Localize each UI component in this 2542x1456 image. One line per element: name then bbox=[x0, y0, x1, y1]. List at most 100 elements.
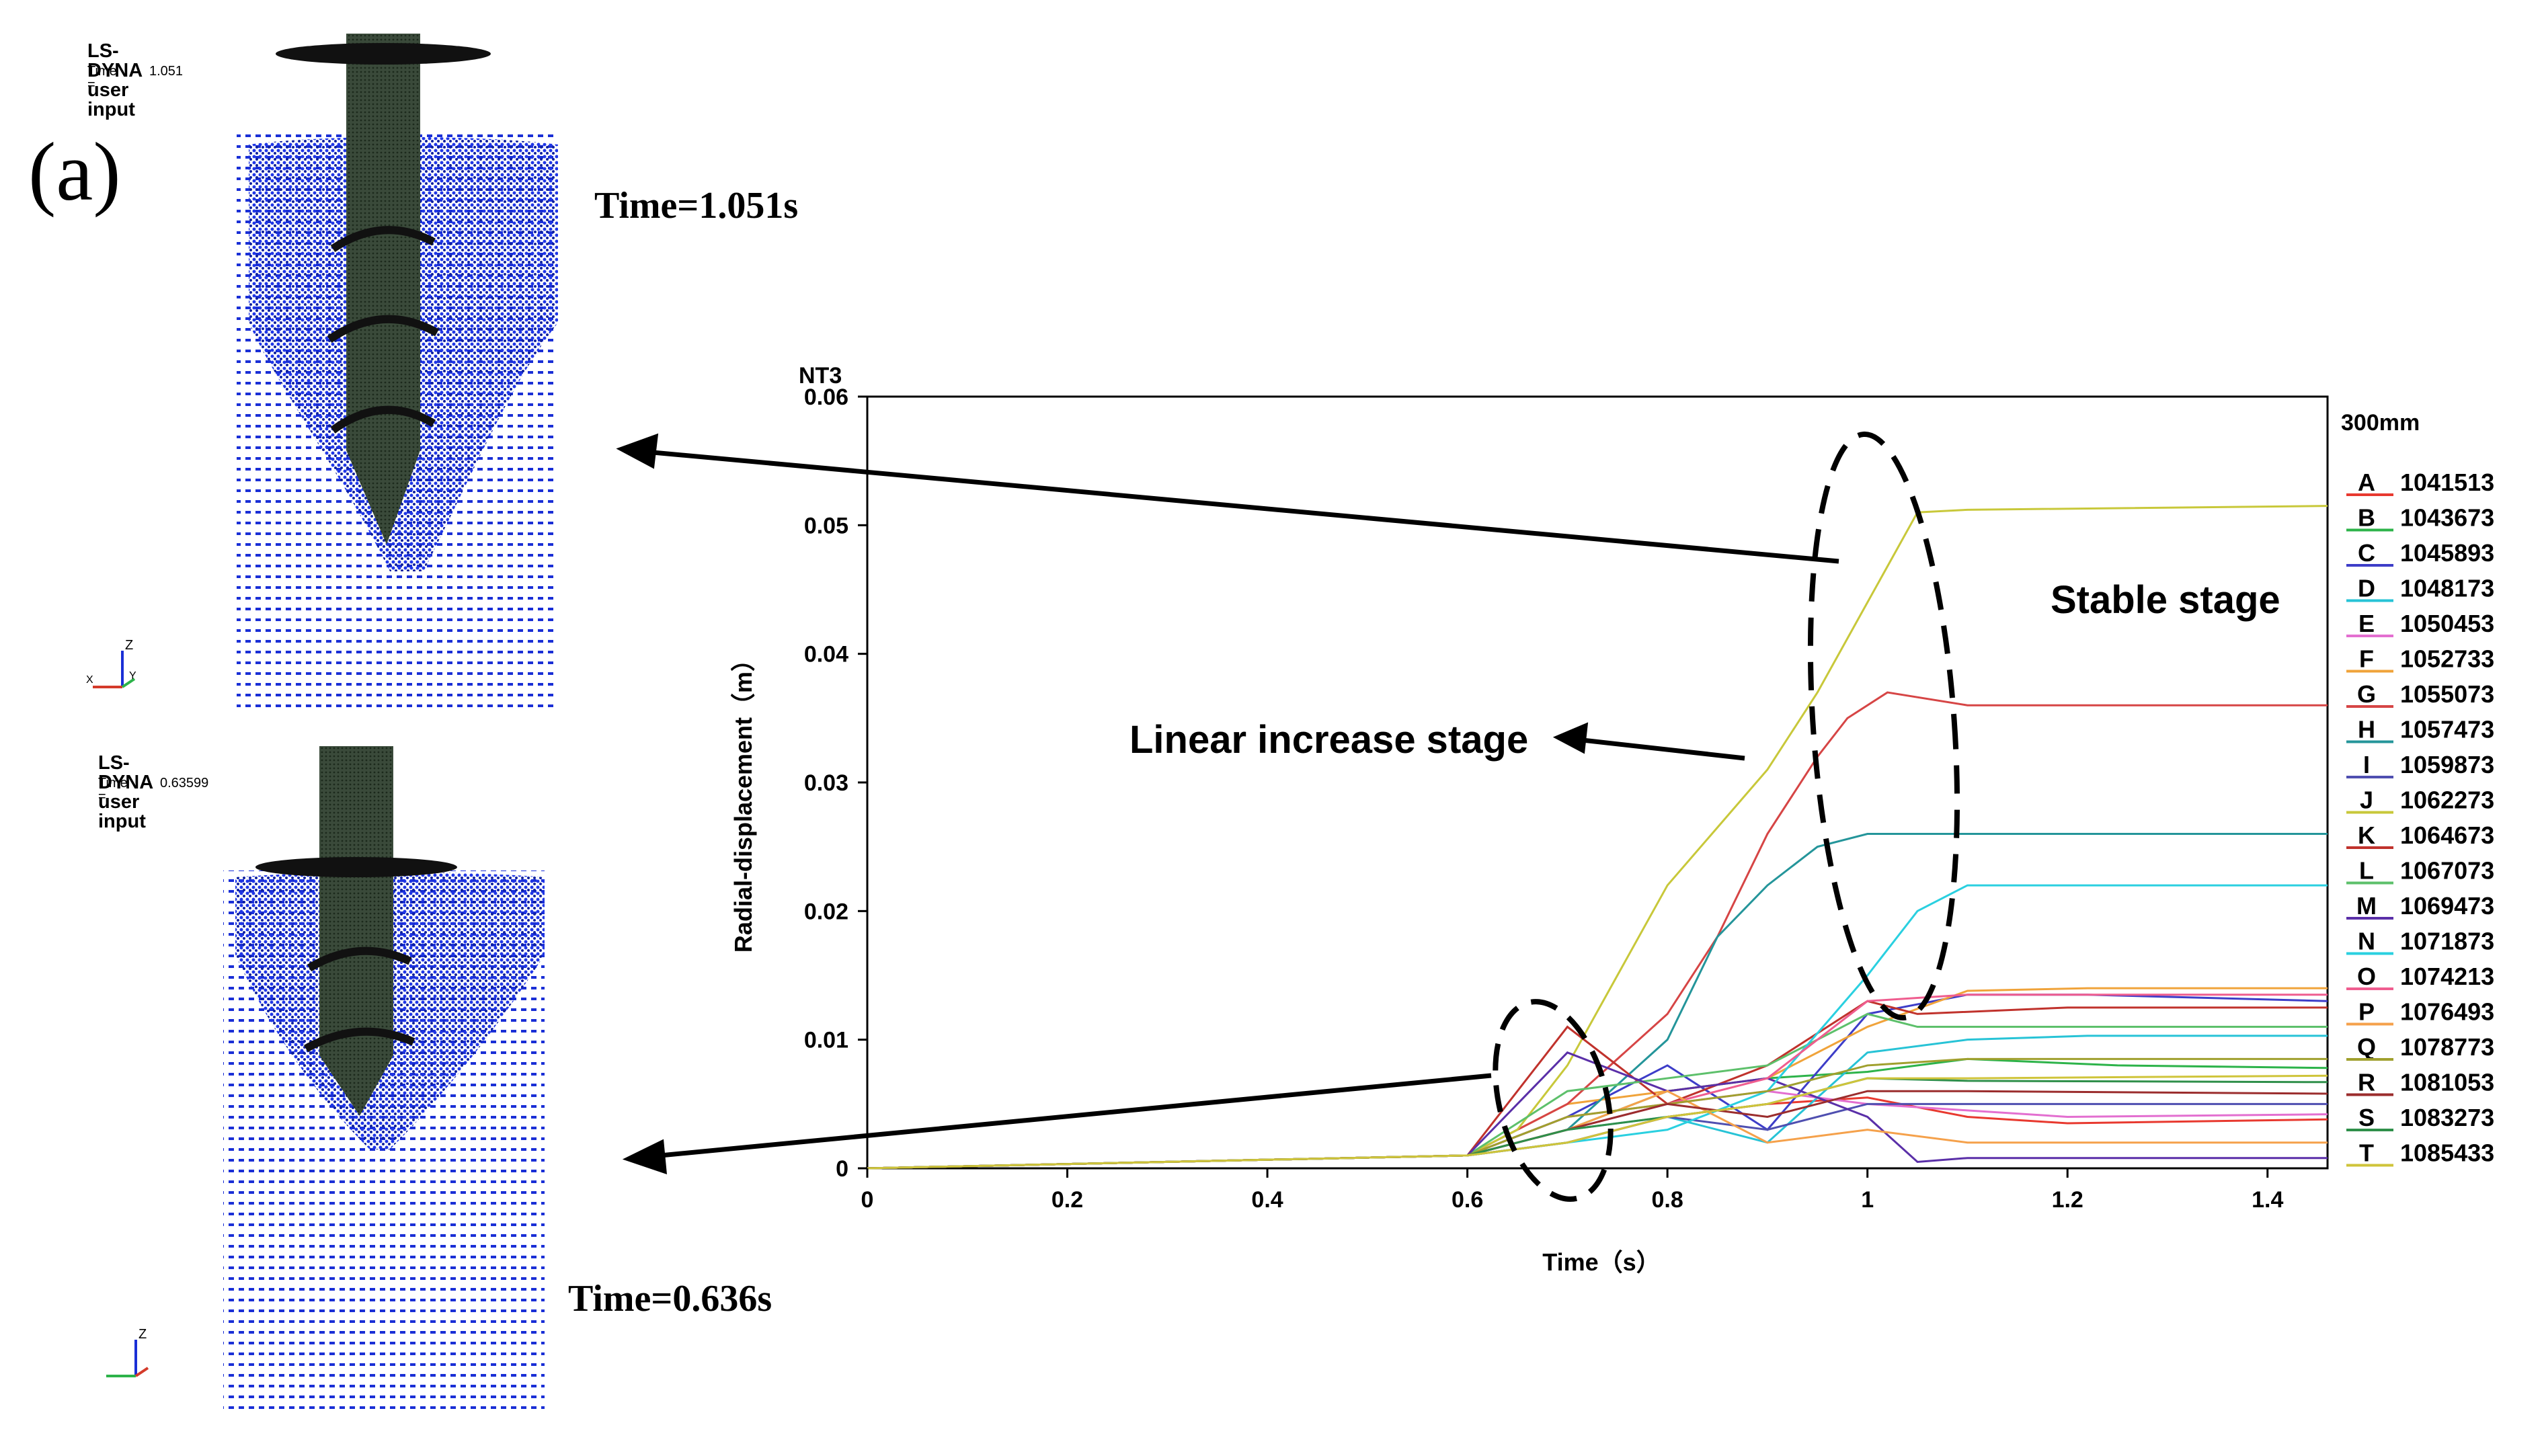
x-tick-label: 0.8 bbox=[1652, 1187, 1683, 1213]
legend-letter: N bbox=[2358, 928, 2375, 955]
legend-id: 1069473 bbox=[2400, 892, 2494, 920]
chart-frame bbox=[866, 395, 2329, 1170]
y-tick-label: 0.03 bbox=[804, 770, 848, 796]
legend-id: 1050453 bbox=[2400, 610, 2494, 637]
x-tick-label: 1.2 bbox=[2052, 1187, 2083, 1213]
legend-id: 1064673 bbox=[2400, 821, 2494, 849]
chart-legend: A 1041513 B 1043673 C 1045893 D 1048173 E 1050453… bbox=[2346, 469, 2494, 1167]
y-tick-label: 0.05 bbox=[804, 513, 848, 538]
legend-letter: F bbox=[2359, 645, 2374, 673]
transition-ellipse bbox=[1493, 999, 1614, 1202]
svg-text:X: X bbox=[86, 674, 93, 686]
x-tick-label: 0.6 bbox=[1452, 1187, 1483, 1213]
stable-stage-label: Stable stage bbox=[2051, 578, 2280, 622]
svg-text:Z: Z bbox=[125, 639, 133, 653]
chart-ticks: 0 0.01 0.02 0.03 0.04 0.05 0.06 0 0.2 0.4 0.6 0.8 1 1… bbox=[804, 385, 2284, 1213]
legend-id: 1078773 bbox=[2400, 1033, 2494, 1061]
legend-id: 1067073 bbox=[2400, 857, 2494, 885]
x-tick-label: 1 bbox=[1861, 1187, 1874, 1213]
axes-triad-icon: Z bbox=[106, 1328, 149, 1377]
helix-blades bbox=[327, 226, 439, 434]
x-tick-label: 1.4 bbox=[2252, 1187, 2283, 1213]
legend-letter: O bbox=[2357, 963, 2376, 990]
pile-shaft bbox=[346, 34, 420, 450]
legend-id: 1043673 bbox=[2400, 504, 2494, 532]
legend-id: 1045893 bbox=[2400, 539, 2494, 567]
panel-label: (a) bbox=[28, 126, 121, 218]
time-caption-bottom: Time=0.636s bbox=[568, 1278, 772, 1320]
stable-stage-ellipse bbox=[1807, 431, 1960, 1021]
pile-tip bbox=[319, 1055, 393, 1116]
sim-time-value: 0.63599 bbox=[160, 776, 209, 791]
sim-time-label: Time = bbox=[98, 776, 128, 804]
y-tick-label: 0.06 bbox=[804, 385, 848, 410]
pile-tip bbox=[346, 450, 420, 544]
sim-title: LS-DYNA user input bbox=[98, 752, 153, 832]
svg-text:Y: Y bbox=[129, 670, 136, 682]
legend-letter: J bbox=[2360, 786, 2373, 814]
plot-area bbox=[866, 395, 2329, 1170]
legend-id: 1055073 bbox=[2400, 680, 2494, 708]
simulation-render-top bbox=[237, 34, 558, 713]
legend-id: 1083273 bbox=[2400, 1104, 2494, 1131]
legend-letter: P bbox=[2358, 998, 2375, 1026]
series-line-G bbox=[867, 691, 2328, 1170]
legend-letter: K bbox=[2358, 821, 2375, 849]
legend-letter: R bbox=[2358, 1069, 2375, 1096]
chart-series bbox=[867, 505, 2328, 1170]
y-axis-label: Radial-displacement（m） bbox=[729, 647, 757, 953]
legend-letter: B bbox=[2358, 504, 2375, 532]
y-tick-label: 0.02 bbox=[804, 899, 848, 924]
legend-letter: L bbox=[2359, 857, 2374, 885]
x-tick-label: 0.4 bbox=[1251, 1187, 1283, 1213]
legend-letter: E bbox=[2358, 610, 2375, 637]
svg-text:Z: Z bbox=[138, 1328, 147, 1342]
legend-letter: T bbox=[2359, 1139, 2374, 1167]
pile-shaft bbox=[319, 746, 393, 1055]
simulation-render-bottom bbox=[223, 746, 545, 1415]
y-tick-label: 0 bbox=[836, 1156, 848, 1182]
legend-id: 1074213 bbox=[2400, 963, 2494, 990]
legend-letter: H bbox=[2358, 716, 2375, 743]
x-axis-label: Time（s） bbox=[1542, 1248, 1660, 1276]
legend-id: 1081053 bbox=[2400, 1069, 2494, 1096]
sim-title: LS-DYNA user input bbox=[87, 40, 143, 120]
annotation-arrows bbox=[616, 433, 1839, 1175]
sim-time-label: Time = bbox=[87, 64, 117, 92]
axes-triad-icon: Z X Y bbox=[86, 639, 136, 688]
helix-plate bbox=[255, 857, 457, 877]
helix-blades bbox=[304, 946, 415, 1053]
y-tick-label: 0.01 bbox=[804, 1028, 848, 1053]
legend-letter: D bbox=[2358, 575, 2375, 602]
legend-id: 1041513 bbox=[2400, 469, 2494, 496]
legend-id: 1085433 bbox=[2400, 1139, 2494, 1167]
legend-id: 1076493 bbox=[2400, 998, 2494, 1026]
sim-time-value: 1.051 bbox=[149, 64, 184, 79]
series-line-J bbox=[867, 505, 2328, 1170]
legend-letter: I bbox=[2363, 751, 2370, 778]
series-line-T bbox=[867, 1074, 2328, 1170]
chart-title: NT3 bbox=[799, 363, 842, 389]
legend-id: 1071873 bbox=[2400, 928, 2494, 955]
legend-id: 1052733 bbox=[2400, 645, 2494, 673]
legend-letter: C bbox=[2358, 539, 2375, 567]
legend-id: 1062273 bbox=[2400, 786, 2494, 814]
x-tick-label: 0 bbox=[861, 1187, 874, 1213]
series-line-L bbox=[867, 1012, 2328, 1170]
legend-id: 1048173 bbox=[2400, 575, 2494, 602]
y-tick-label: 0.04 bbox=[804, 642, 848, 668]
legend-letter: A bbox=[2358, 469, 2375, 496]
time-caption-top: Time=1.051s bbox=[594, 185, 799, 227]
legend-letter: S bbox=[2358, 1104, 2375, 1131]
chart-subtitle: 300mm bbox=[2341, 410, 2420, 436]
legend-letter: M bbox=[2356, 892, 2377, 920]
x-tick-label: 0.2 bbox=[1051, 1187, 1083, 1213]
legend-letter: Q bbox=[2357, 1033, 2376, 1061]
linear-stage-label: Linear increase stage bbox=[1129, 718, 1528, 762]
series-line-Q bbox=[867, 1057, 2328, 1170]
legend-id: 1057473 bbox=[2400, 716, 2494, 743]
legend-letter: G bbox=[2357, 680, 2376, 708]
legend-id: 1059873 bbox=[2400, 751, 2494, 778]
helix-plate bbox=[276, 43, 491, 65]
